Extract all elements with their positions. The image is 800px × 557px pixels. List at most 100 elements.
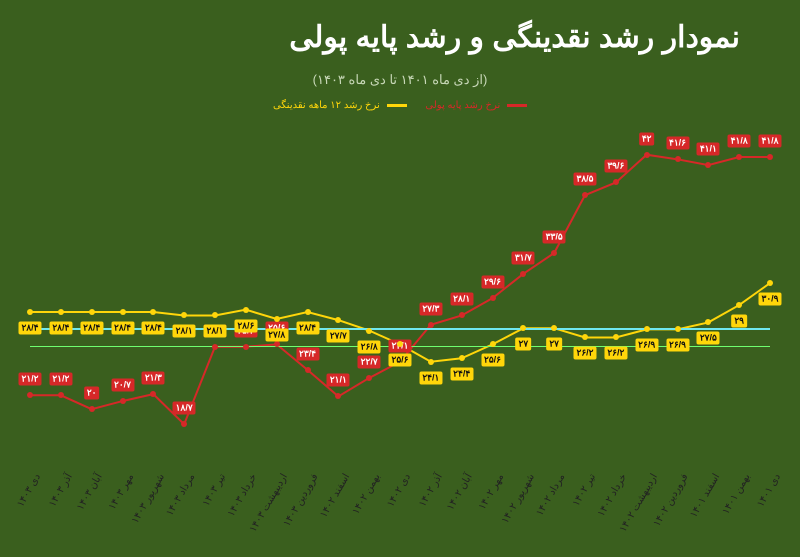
data-point (705, 319, 711, 325)
value-label: ۲۸/۴ (18, 322, 41, 335)
data-point (212, 312, 218, 318)
data-point (27, 392, 33, 398)
value-label: ۲۸/۴ (142, 322, 165, 335)
value-label: ۳۹/۶ (604, 160, 627, 173)
data-point (736, 302, 742, 308)
x-axis-label: بهمن ۱۴۰۲ (351, 472, 383, 517)
value-label: ۳۸/۵ (573, 173, 596, 186)
x-axis-label: خرداد ۱۴۰۲ (596, 472, 629, 519)
value-label: ۲۰ (84, 387, 100, 400)
x-axis-label: مرداد ۱۴۰۲ (535, 472, 568, 518)
data-point (120, 309, 126, 315)
value-label: ۲۱/۲ (18, 373, 41, 386)
data-point (305, 309, 311, 315)
value-label: ۲۶/۸ (358, 340, 381, 353)
value-label: ۲۹/۶ (481, 276, 504, 289)
value-label: ۲۵/۶ (388, 354, 411, 367)
data-point (181, 421, 187, 427)
value-label: ۲۷/۳ (419, 302, 442, 315)
x-axis-label: شهریور ۱۴۰۲ (500, 472, 537, 526)
value-label: ۲۲/۷ (358, 355, 381, 368)
data-point (767, 154, 773, 160)
data-point (150, 309, 156, 315)
x-axis-label: بهمن ۱۴۰۱ (721, 472, 753, 517)
value-label: ۲۱/۳ (142, 372, 165, 385)
x-axis-label: تیر ۱۴۰۲ (571, 472, 598, 508)
data-point (644, 326, 650, 332)
legend-swatch-1 (387, 104, 407, 107)
value-label: ۲۵/۶ (481, 354, 504, 367)
data-point (27, 309, 33, 315)
value-label: ۲۱/۲ (49, 373, 72, 386)
x-axis-label: آذر ۱۴۰۲ (417, 472, 445, 509)
value-label: ۲۸/۴ (49, 322, 72, 335)
data-point (613, 334, 619, 340)
data-point (613, 179, 619, 185)
data-point (305, 367, 311, 373)
series-line-monetary_base (30, 155, 770, 425)
data-point (120, 398, 126, 404)
value-label: ۴۱/۸ (728, 135, 751, 148)
data-point (459, 312, 465, 318)
data-point (736, 154, 742, 160)
value-label: ۲۷/۷ (327, 330, 350, 343)
value-label: ۲۸/۴ (296, 322, 319, 335)
data-point (335, 317, 341, 323)
plot-area: ۴۱/۸۴۱/۸۴۱/۱۴۱/۶۴۲۳۹/۶۳۸/۵۳۳/۵۳۱/۷۲۹/۶۲۸… (30, 120, 770, 467)
data-point (767, 280, 773, 286)
x-axis-label: شهریور ۱۴۰۳ (130, 472, 167, 526)
x-axis-label: خرداد ۱۴۰۳ (226, 472, 259, 519)
data-point (551, 250, 557, 256)
data-point (366, 375, 372, 381)
data-point (675, 156, 681, 162)
value-label: ۱۸/۷ (173, 402, 196, 415)
chart-lines-svg (30, 120, 770, 467)
data-point (366, 328, 372, 334)
chart-legend: نرخ رشد پایه پولی نرخ رشد ۱۲ ماهه نقدینگ… (60, 100, 740, 111)
value-label: ۲۸/۴ (111, 322, 134, 335)
data-point (705, 162, 711, 168)
x-axis-label: اسفند ۱۴۰۱ (688, 472, 722, 520)
value-label: ۲۱/۱ (327, 374, 350, 387)
value-label: ۲۶/۲ (604, 347, 627, 360)
value-label: ۳۰/۹ (758, 293, 781, 306)
data-point (490, 295, 496, 301)
x-axis-label: مهر ۱۴۰۳ (107, 472, 136, 512)
data-point (428, 359, 434, 365)
data-point (243, 344, 249, 350)
data-point (274, 341, 280, 347)
data-point (490, 341, 496, 347)
data-point (582, 334, 588, 340)
data-point (89, 309, 95, 315)
data-point (58, 309, 64, 315)
value-label: ۴۱/۱ (697, 143, 720, 156)
chart-title: نمودار رشد نقدینگی و رشد پایه پولی (289, 20, 740, 55)
data-point (243, 307, 249, 313)
value-label: ۲۶/۹ (666, 339, 689, 352)
legend-label-1: نرخ رشد ۱۲ ماهه نقدینگی (273, 100, 380, 111)
value-label: ۲۶/۲ (573, 347, 596, 360)
value-label: ۲۸/۱ (203, 325, 226, 338)
value-label: ۲۷/۵ (697, 332, 720, 345)
value-label: ۲۷ (515, 338, 531, 351)
value-label: ۲۴/۱ (419, 371, 442, 384)
x-axis-label: مهر ۱۴۰۲ (477, 472, 506, 512)
x-axis-label: آبان ۱۴۰۲ (446, 472, 476, 512)
data-point (520, 271, 526, 277)
chart-container: نمودار رشد نقدینگی و رشد پایه پولی (از د… (0, 0, 800, 557)
x-axis-label: دی ۱۴۰۲ (386, 472, 414, 509)
x-axis-label: دی ۱۴۰۱ (756, 472, 784, 509)
data-point (335, 393, 341, 399)
value-label: ۲۸/۱ (173, 325, 196, 338)
data-point (89, 406, 95, 412)
value-label: ۴۲ (639, 132, 655, 145)
legend-item-0: نرخ رشد پایه پولی (425, 100, 527, 111)
value-label: ۳۳/۵ (543, 231, 566, 244)
value-label: ۲۸/۱ (450, 293, 473, 306)
value-label: ۴۱/۸ (758, 135, 781, 148)
legend-swatch-0 (507, 104, 527, 107)
legend-item-1: نرخ رشد ۱۲ ماهه نقدینگی (273, 100, 407, 111)
data-point (58, 392, 64, 398)
data-point (150, 391, 156, 397)
value-label: ۲۸/۴ (80, 322, 103, 335)
